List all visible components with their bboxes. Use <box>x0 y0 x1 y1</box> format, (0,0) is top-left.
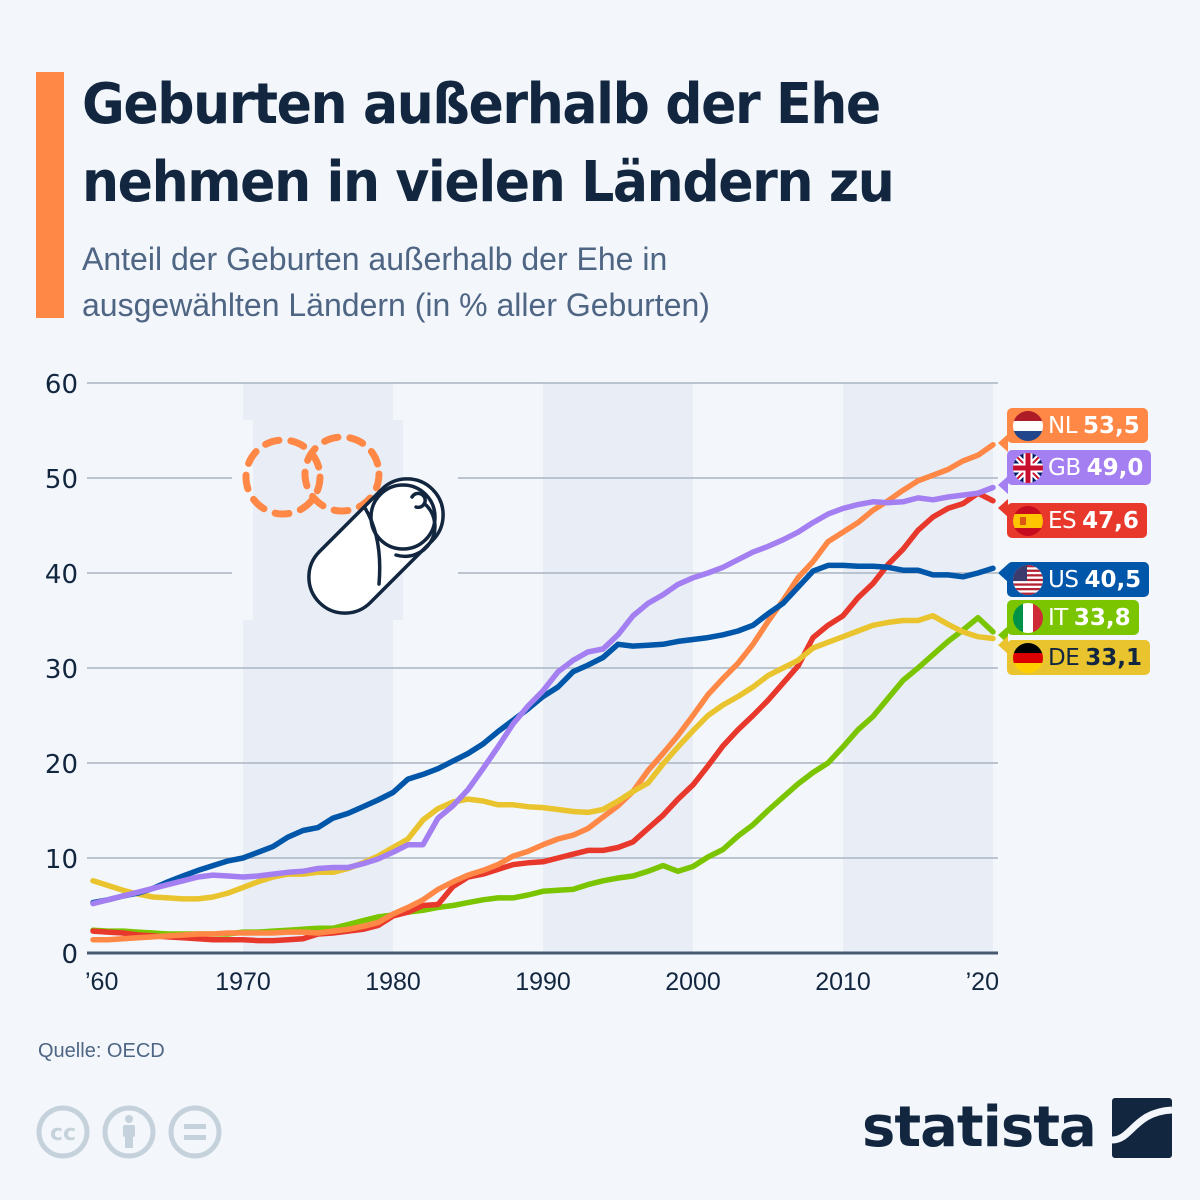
y-tick-label: 30 <box>45 655 78 685</box>
flag-gb-icon <box>1013 452 1043 483</box>
x-tick-label: 2000 <box>665 968 721 996</box>
country-code: GB <box>1048 454 1081 481</box>
y-tick-label: 0 <box>61 940 78 970</box>
country-code: ES <box>1048 507 1077 534</box>
label-pointer <box>998 636 1008 654</box>
subtitle-line-1: Anteil der Geburten außerhalb der Ehe in <box>82 241 668 277</box>
no-derivatives-icon[interactable] <box>168 1105 222 1159</box>
country-code: DE <box>1048 644 1080 671</box>
flag-es-icon <box>1013 505 1043 536</box>
y-tick-label: 20 <box>45 750 78 780</box>
page-title: Geburten außerhalb der Ehe nehmen in vie… <box>82 66 1086 222</box>
end-value: 47,6 <box>1082 507 1139 534</box>
series-line-us <box>90 562 996 906</box>
accent-bar <box>36 72 64 318</box>
title-line-2: nehmen in vielen Ländern zu <box>82 150 895 215</box>
subtitle-line-2: ausgewählten Ländern (in % aller Geburte… <box>82 287 710 323</box>
end-label-it: IT 33,8 <box>998 600 1139 644</box>
end-value: 53,5 <box>1083 412 1140 439</box>
statista-mark-icon <box>1111 1098 1172 1158</box>
y-axis: 0 10 20 30 40 50 60 <box>45 370 998 970</box>
country-code: IT <box>1048 604 1068 631</box>
end-label-de: DE 33,1 <box>998 636 1150 675</box>
x-tick-label: ’60 <box>85 968 118 996</box>
flag-it-icon <box>1013 602 1043 633</box>
flag-de-icon <box>1013 642 1043 673</box>
label-pointer <box>998 626 1008 644</box>
license-icons: cc <box>36 1105 222 1159</box>
end-label-nl: NL 53,5 <box>998 408 1148 452</box>
series-lines <box>90 441 996 944</box>
y-tick-label: 40 <box>45 560 78 590</box>
attribution-icon[interactable] <box>102 1105 156 1159</box>
x-tick-label: 1990 <box>515 968 571 996</box>
flag-nl-icon <box>1013 410 1043 441</box>
end-label-us: US 40,5 <box>998 562 1150 597</box>
source-note: Quelle: OECD <box>38 1040 165 1062</box>
country-code: US <box>1048 566 1079 593</box>
x-tick-label: 2010 <box>815 968 871 996</box>
series-line-gb <box>90 484 996 907</box>
x-axis: ’60 1970 1980 1990 2000 2010 ’20 <box>85 968 999 996</box>
statista-logo[interactable]: statista <box>862 1098 1172 1158</box>
end-label-gb: GB 49,0 <box>998 450 1152 494</box>
end-value: 33,1 <box>1085 644 1142 671</box>
rings-icon <box>242 433 383 518</box>
series-line-nl <box>90 441 996 943</box>
series-line-de <box>90 613 996 902</box>
x-tick-label: ’20 <box>966 968 999 996</box>
label-pointer <box>998 564 1008 583</box>
y-tick-label: 10 <box>45 845 78 875</box>
end-value: 49,0 <box>1086 454 1144 481</box>
y-tick-label: 60 <box>45 370 78 400</box>
label-pointer <box>998 499 1008 517</box>
series-line-es <box>90 490 996 944</box>
label-pointer <box>998 434 1008 452</box>
x-tick-label: 1980 <box>365 968 421 996</box>
y-tick-label: 50 <box>45 465 78 495</box>
flag-us-icon <box>1013 564 1043 595</box>
label-pointer <box>998 476 1008 494</box>
end-value: 40,5 <box>1084 566 1142 593</box>
end-value: 33,8 <box>1073 604 1131 631</box>
country-code: NL <box>1048 412 1078 439</box>
x-tick-label: 1970 <box>215 968 271 996</box>
baby-illustration <box>232 420 458 620</box>
svg-text:cc: cc <box>50 1121 76 1146</box>
cc-icon[interactable]: cc <box>36 1105 90 1159</box>
chart-subtitle: Anteil der Geburten außerhalb der Ehe in… <box>82 236 982 328</box>
baby-icon <box>307 477 445 615</box>
end-label-es: ES 47,6 <box>998 499 1147 538</box>
logo-wordmark: statista <box>862 1095 1097 1160</box>
title-line-1: Geburten außerhalb der Ehe <box>82 72 881 137</box>
